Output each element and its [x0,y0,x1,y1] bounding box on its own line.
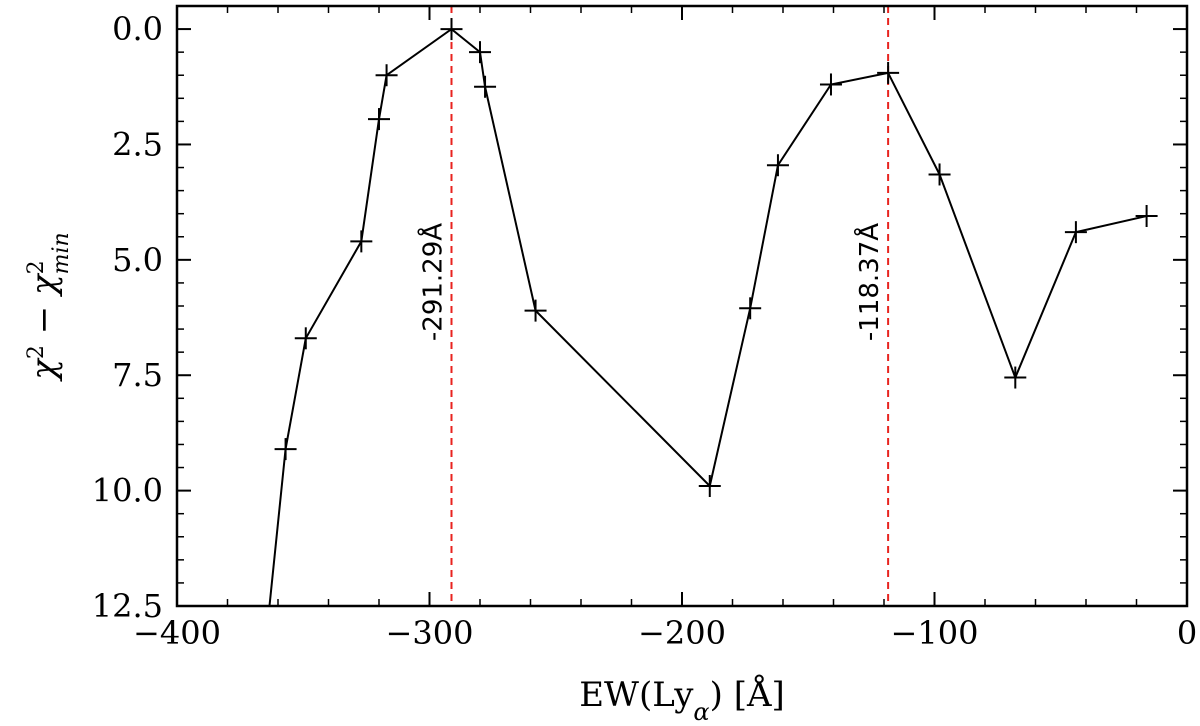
x-tick-label: 0 [1177,614,1197,652]
data-point [766,154,789,177]
data-point [698,475,721,497]
plot-frame [175,4,1189,608]
data-point [1135,205,1158,227]
y-tick-label: 2.5 [112,125,163,163]
data-point [469,41,491,64]
data-point [274,438,297,461]
data-point [739,297,762,320]
axis-ticks [176,5,1188,607]
data-point [440,18,463,41]
x-tick-label: −100 [891,614,979,652]
data-point [819,73,842,96]
reference-lines: -291.29Å -118.37Å [416,6,890,606]
y-tick-label: 7.5 [112,356,163,394]
y-tick-label: 12.5 [92,587,163,625]
x-tick-label: −300 [386,614,474,652]
y-tick-label: 5.0 [112,241,163,279]
data-point [350,230,373,253]
data-point [928,163,951,186]
x-tick-label: −200 [638,614,726,652]
y-axis-title: χ2 − χ2min [24,232,74,381]
data-point [368,108,390,131]
data-point [877,61,900,84]
series-group [268,18,1158,606]
reference-line-label: -291.29Å [416,223,448,341]
x-tick-label: −400 [133,614,221,652]
tick-labels: −400 −300 −200 −100 0 0.0 2.5 5.0 7.5 10.0 12.5 [92,10,1197,652]
y-tick-label: 10.0 [92,472,163,510]
data-point [1004,366,1027,389]
y-tick-label: 0.0 [112,10,163,48]
data-point [474,75,497,98]
data-point [375,64,398,87]
data-point [1064,221,1087,244]
data-point [524,299,547,322]
x-axis-title: EW(Lyα) [Å] [579,674,785,726]
data-point [294,327,317,350]
reference-line-label: -118.37Å [853,223,885,341]
